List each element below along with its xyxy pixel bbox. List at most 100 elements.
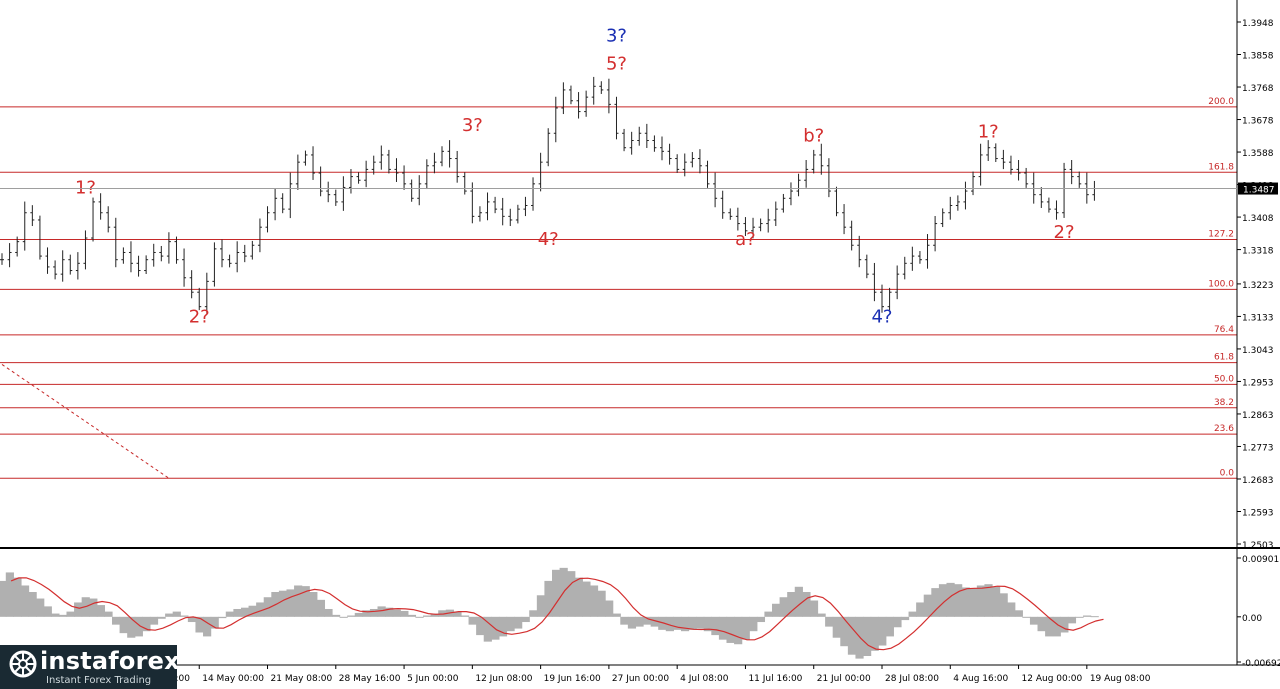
price-bar — [333, 189, 338, 206]
logo-mark-icon — [9, 650, 37, 678]
price-bar — [68, 254, 73, 275]
price-bar — [470, 182, 475, 224]
price-bar — [713, 172, 718, 208]
price-bars — [0, 76, 1097, 314]
price-tick-label: 1.3858 — [1242, 52, 1274, 62]
price-bar — [751, 217, 756, 239]
fibonacci-levels: 200.0 161.8 127.2 100.0 76.4 61.8 50.0 38.2 23.6… — [0, 97, 1237, 479]
oscillator-bar — [119, 616, 128, 634]
price-bar — [523, 196, 528, 217]
price-bar — [128, 241, 133, 273]
oscillator-bar — [1083, 615, 1092, 617]
oscillator-bar — [423, 615, 432, 617]
price-bar — [60, 250, 65, 282]
wave-labels: 1?2?3?4?5?3?b?a?4?1?2? — [75, 25, 1075, 327]
oscillator-bar — [195, 616, 204, 633]
price-bar — [758, 218, 763, 232]
oscillator-bar — [362, 610, 371, 617]
fib-level-label: 200.0 — [1208, 97, 1234, 107]
oscillator-bar — [840, 616, 849, 647]
oscillator-bar — [734, 616, 743, 645]
wave-label: 1? — [978, 121, 999, 142]
price-bar — [1001, 149, 1006, 170]
oscillator-bar — [643, 616, 652, 625]
oscillator-bar — [498, 616, 508, 637]
fib-level-label: 50.0 — [1214, 374, 1234, 384]
price-bar — [735, 207, 740, 231]
price-bar — [902, 256, 907, 280]
fib-level-label: 127.2 — [1208, 229, 1234, 239]
price-bar — [1069, 159, 1074, 185]
time-tick-label: 4 Aug 16:00 — [953, 674, 1008, 684]
oscillator-bar — [999, 593, 1008, 617]
oscillator-bar — [332, 614, 341, 617]
oscillator-bar — [112, 616, 121, 625]
price-bar — [273, 188, 278, 221]
fib-level-label: 100.0 — [1208, 279, 1234, 289]
oscillator-bar — [1075, 616, 1084, 618]
price-bar — [1062, 162, 1067, 218]
price-bar — [743, 217, 748, 237]
price-bar — [182, 248, 187, 287]
trendline — [1, 364, 170, 479]
price-bar — [356, 172, 361, 184]
oscillator-bar — [529, 610, 538, 617]
oscillator-bar — [969, 588, 978, 617]
oscillator-bar — [165, 613, 174, 617]
oscillator-bar — [187, 616, 197, 623]
price-bar — [599, 81, 604, 94]
price-tick-label: 1.3768 — [1242, 84, 1274, 94]
price-bar — [98, 193, 103, 220]
price-bar — [235, 241, 240, 273]
oscillator-bar — [658, 616, 667, 630]
price-tick-label: 1.2593 — [1242, 508, 1274, 518]
wave-label: a? — [735, 229, 756, 250]
price-bar — [804, 159, 809, 188]
oscillator-bar — [680, 616, 690, 632]
oscillator-tick-label: 0.00 — [1242, 614, 1262, 624]
price-bar — [379, 145, 384, 170]
wave-label: 2? — [189, 307, 210, 328]
oscillator-bar — [256, 602, 265, 617]
oscillator-bar — [847, 616, 857, 655]
price-bar — [371, 155, 376, 175]
oscillator-bar — [817, 613, 826, 617]
oscillator-bar — [582, 581, 591, 617]
oscillator-bar — [51, 613, 60, 617]
logo-tagline: Instant Forex Trading — [46, 675, 152, 686]
oscillator-bar — [134, 616, 143, 637]
oscillator-bar — [89, 598, 98, 617]
oscillator-bar — [885, 616, 894, 637]
oscillator-bar — [946, 582, 955, 617]
price-tick-label: 1.3588 — [1242, 149, 1274, 159]
price-tick-label: 1.3133 — [1242, 313, 1274, 323]
price-bar — [880, 284, 884, 313]
price-bar — [1008, 155, 1013, 175]
oscillator-bar — [1007, 602, 1016, 617]
wave-label: 3? — [606, 25, 627, 46]
oscillator-bar — [309, 592, 318, 617]
oscillator-bar — [650, 616, 659, 627]
oscillator-bar — [1037, 616, 1046, 632]
oscillator-bar — [718, 616, 728, 640]
oscillator-bar — [612, 613, 621, 617]
price-bar — [508, 208, 513, 227]
oscillator-bar — [665, 616, 674, 632]
oscillator-bar — [225, 611, 234, 617]
price-bar — [318, 166, 323, 197]
oscillator-bar — [369, 608, 379, 617]
price-tick-label: 1.2773 — [1242, 443, 1274, 453]
price-bar — [303, 150, 308, 166]
oscillator-bar — [931, 588, 940, 617]
oscillator-bar — [673, 616, 682, 630]
price-bar — [568, 85, 573, 105]
oscillator-bar — [984, 584, 993, 617]
oscillator-bar — [468, 616, 477, 625]
oscillator-bar — [954, 584, 963, 617]
wave-label: b? — [803, 126, 824, 147]
price-bar — [1054, 200, 1059, 220]
oscillator-bar — [1052, 616, 1061, 637]
oscillator-bar — [893, 616, 902, 628]
